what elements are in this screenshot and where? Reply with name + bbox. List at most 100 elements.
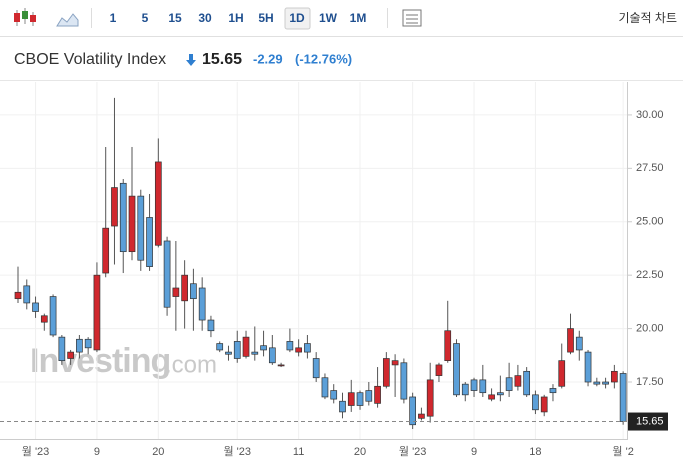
price-change: -2.29 — [253, 51, 283, 66]
candle-body — [575, 336, 583, 351]
interval-button[interactable]: 5H — [258, 11, 273, 25]
selected-interval — [284, 7, 311, 30]
candle-body — [611, 370, 618, 383]
candle-body — [584, 351, 592, 383]
candle-body — [260, 345, 267, 351]
area-icon[interactable] — [56, 13, 79, 27]
interval-button[interactable]: 1M — [350, 11, 367, 25]
candle-body — [172, 287, 180, 297]
candle-body — [163, 240, 171, 308]
candle-body — [409, 396, 416, 426]
x-tick-label: 월 '2 — [612, 445, 633, 458]
candle-body — [40, 315, 48, 323]
candle-body — [505, 377, 513, 391]
candle-body — [435, 364, 443, 376]
price-change-pct: (-12.76%) — [295, 51, 352, 66]
y-tick-label: 25.00 — [636, 216, 664, 228]
candle-body — [619, 373, 627, 422]
candle-body — [391, 360, 399, 366]
candle-body — [602, 381, 609, 385]
interval-button[interactable]: 1 — [110, 11, 117, 25]
x-tick-label: 18 — [529, 446, 541, 458]
x-tick-label: 11 — [293, 446, 304, 458]
candle-body — [453, 343, 460, 396]
y-tick-label: 27.50 — [636, 162, 664, 174]
candle-body — [32, 302, 39, 312]
candle-body — [514, 375, 522, 387]
toolbar — [0, 0, 683, 36]
candle-body — [400, 362, 408, 400]
candle-body — [128, 195, 136, 253]
candle-body — [470, 379, 478, 391]
technical-chart-link[interactable]: 기술적 차트 — [618, 11, 677, 25]
candle-body — [567, 328, 574, 353]
candle-body — [365, 390, 373, 402]
candle-body — [154, 161, 162, 246]
candle-body — [532, 394, 539, 411]
y-tick-label: 17.50 — [636, 376, 664, 388]
candle-body — [479, 379, 487, 394]
interval-button[interactable]: 1W — [319, 11, 338, 25]
x-tick-label: 9 — [471, 446, 477, 458]
indicator-icon[interactable] — [402, 9, 422, 27]
y-tick-label: 30.00 — [636, 109, 664, 121]
candle-body — [374, 385, 381, 404]
candle-body — [549, 388, 557, 394]
candle-body — [330, 390, 338, 400]
candle-body — [225, 351, 232, 355]
down-arrow — [186, 54, 196, 66]
candle-body — [111, 187, 118, 227]
candle-body — [418, 413, 425, 419]
y-tick-label: 22.50 — [636, 269, 664, 281]
candle-body — [295, 347, 302, 353]
candle-body — [339, 400, 346, 413]
interval-button[interactable]: 30 — [198, 11, 212, 25]
x-tick-label: 월 '23 — [22, 445, 50, 458]
candle-body — [304, 343, 311, 353]
candle-body — [312, 358, 320, 379]
candle-body — [488, 394, 495, 400]
candle-body — [593, 381, 601, 385]
candle-body — [286, 341, 294, 351]
candle-body — [146, 217, 153, 267]
interval-button[interactable]: 15 — [168, 11, 182, 25]
watermark: Investing — [30, 342, 170, 380]
candle-body — [268, 347, 276, 364]
interval-button[interactable]: 1H — [228, 11, 243, 25]
candle-body — [102, 227, 110, 274]
candle-body — [198, 287, 206, 321]
candle-body — [426, 379, 434, 417]
candle-body — [181, 274, 188, 302]
candle-body — [540, 396, 548, 413]
candle-body — [347, 392, 355, 406]
candle-icon[interactable] — [14, 8, 36, 26]
candle-body — [67, 351, 74, 359]
candle-body — [137, 195, 145, 261]
candle-body — [216, 343, 224, 351]
interval-button[interactable]: 1D — [289, 11, 305, 25]
candle-body — [497, 392, 504, 396]
candle-body — [84, 338, 92, 349]
candle-body — [523, 370, 531, 396]
candle-body — [58, 336, 66, 361]
interval-button[interactable]: 5 — [142, 11, 149, 25]
instrument-title: CBOE Volatility Index — [14, 51, 166, 68]
candle-body — [382, 358, 390, 387]
last-price-label: 15.65 — [636, 415, 664, 427]
candle-body — [558, 360, 566, 387]
candle-body — [321, 377, 329, 398]
watermark-suffix: .com — [165, 351, 217, 378]
candle-body — [93, 274, 101, 351]
candle-body — [461, 383, 469, 396]
candle-body — [242, 336, 250, 357]
y-tick-label: 20.00 — [636, 322, 664, 334]
candle-body — [277, 364, 285, 367]
candle-body — [444, 330, 452, 361]
candle-body — [119, 182, 127, 253]
x-tick-label: 월 '23 — [399, 445, 427, 458]
candle-body — [251, 351, 259, 355]
candle-body — [207, 319, 215, 332]
candle-body — [49, 296, 57, 336]
last-price-tag — [628, 412, 668, 431]
candle-body — [190, 283, 197, 300]
